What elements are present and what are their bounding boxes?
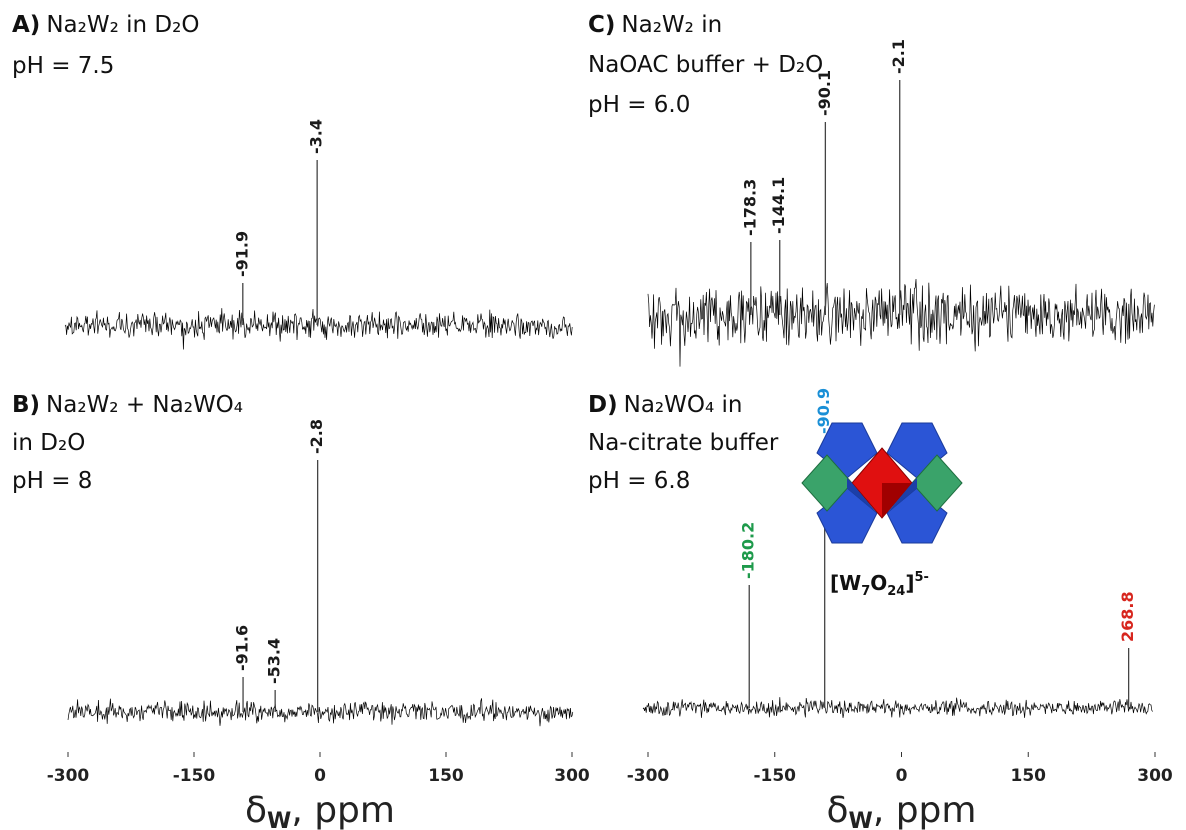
- panel-label: D): [588, 392, 618, 418]
- polyhedra-inset: [801, 422, 963, 544]
- x-tick-label: -150: [753, 766, 796, 786]
- x-label-unit: , ppm: [873, 790, 977, 830]
- panel: D) Na₂WO₄ in Na-citrate buffer pH = 6.8 268.…: [588, 388, 1173, 830]
- peak-label: -53.4: [265, 638, 284, 684]
- peak-label: -3.4: [307, 119, 326, 154]
- peak-label: -90.1: [815, 70, 834, 116]
- panel-title: NaOAC buffer + D₂O: [588, 52, 823, 78]
- title-line: Na-citrate buffer: [588, 430, 779, 456]
- title-line: Na₂W₂ in: [621, 12, 722, 38]
- x-tick-label: 300: [554, 766, 590, 786]
- panel: C) Na₂W₂ in NaOAC buffer + D₂O pH = 6.0 -2.1…: [588, 12, 1155, 367]
- panel-title: C) Na₂W₂ in: [588, 12, 722, 38]
- peak-label: -178.3: [740, 179, 759, 236]
- x-label-symbol: δ: [827, 790, 849, 830]
- title-line: pH = 8: [12, 468, 92, 494]
- title-line: in D₂O: [12, 430, 85, 456]
- title-line: Na₂W₂ + Na₂WO₄: [46, 392, 243, 418]
- x-tick-label: -300: [627, 766, 670, 786]
- panel-title: in D₂O: [12, 430, 85, 456]
- title-line: pH = 6.8: [588, 468, 690, 494]
- x-tick-label: -300: [47, 766, 90, 786]
- x-tick-label: 300: [1137, 766, 1173, 786]
- inset-label-part: O: [870, 571, 887, 595]
- panel-label: A): [12, 12, 40, 38]
- panel-title: pH = 8: [12, 468, 92, 494]
- x-tick-label: 150: [428, 766, 464, 786]
- x-label-symbol: δ: [245, 790, 267, 830]
- peak-label: -2.8: [307, 419, 326, 454]
- peak-label: 268.8: [1118, 591, 1137, 642]
- panel-title: pH = 6.8: [588, 468, 690, 494]
- panel-title: Na-citrate buffer: [588, 430, 779, 456]
- title-line: Na₂WO₄ in: [624, 392, 743, 418]
- panel-label: B): [12, 392, 40, 418]
- peak-label: -91.9: [232, 231, 251, 277]
- x-axis-label: δW, ppm: [245, 790, 395, 830]
- x-tick-label: -150: [173, 766, 216, 786]
- x-label-sub: W: [267, 809, 291, 830]
- x-tick-label: 150: [1011, 766, 1047, 786]
- panel: A) Na₂W₂ in D₂O pH = 7.5 -3.4 -91.9: [12, 12, 573, 350]
- peak-label: -91.6: [233, 625, 252, 671]
- panel-title: pH = 6.0: [588, 92, 690, 118]
- noise: [67, 698, 574, 727]
- x-axis-label: δW, ppm: [827, 790, 977, 830]
- panel: B) Na₂W₂ + Na₂WO₄ in D₂O pH = 8 -2.8 -53.4 -91…: [12, 392, 590, 830]
- panel-title: B) Na₂W₂ + Na₂WO₄: [12, 392, 243, 418]
- x-tick-label: 0: [896, 766, 908, 786]
- inset-label-part: 24: [887, 584, 905, 599]
- x-label-unit: , ppm: [291, 790, 395, 830]
- noise: [642, 697, 1153, 718]
- inset-label-part: [W: [830, 571, 861, 595]
- panel-title: D) Na₂WO₄ in: [588, 392, 742, 418]
- x-tick-label: 0: [314, 766, 326, 786]
- title-line: Na₂W₂ in D₂O: [46, 12, 199, 38]
- inset-label: [W7O24]5-: [830, 570, 929, 599]
- peak-label: -2.1: [889, 39, 908, 74]
- x-label-sub: W: [849, 809, 873, 830]
- panel-title: pH = 7.5: [12, 53, 114, 79]
- noise: [647, 278, 1155, 367]
- inset-label-part: 7: [861, 584, 870, 599]
- title-line: pH = 6.0: [588, 92, 690, 118]
- title-line: NaOAC buffer + D₂O: [588, 52, 823, 78]
- inset-label-part: 5-: [915, 570, 929, 585]
- panel-title: A) Na₂W₂ in D₂O: [12, 12, 199, 38]
- inset-label-part: ]: [905, 571, 914, 595]
- peak-label: -90.9: [814, 388, 833, 434]
- panel-label: C): [588, 12, 615, 38]
- title-line: pH = 7.5: [12, 53, 114, 79]
- peak-label: -180.2: [739, 522, 758, 579]
- noise: [64, 308, 573, 350]
- peak-label: -144.1: [769, 177, 788, 234]
